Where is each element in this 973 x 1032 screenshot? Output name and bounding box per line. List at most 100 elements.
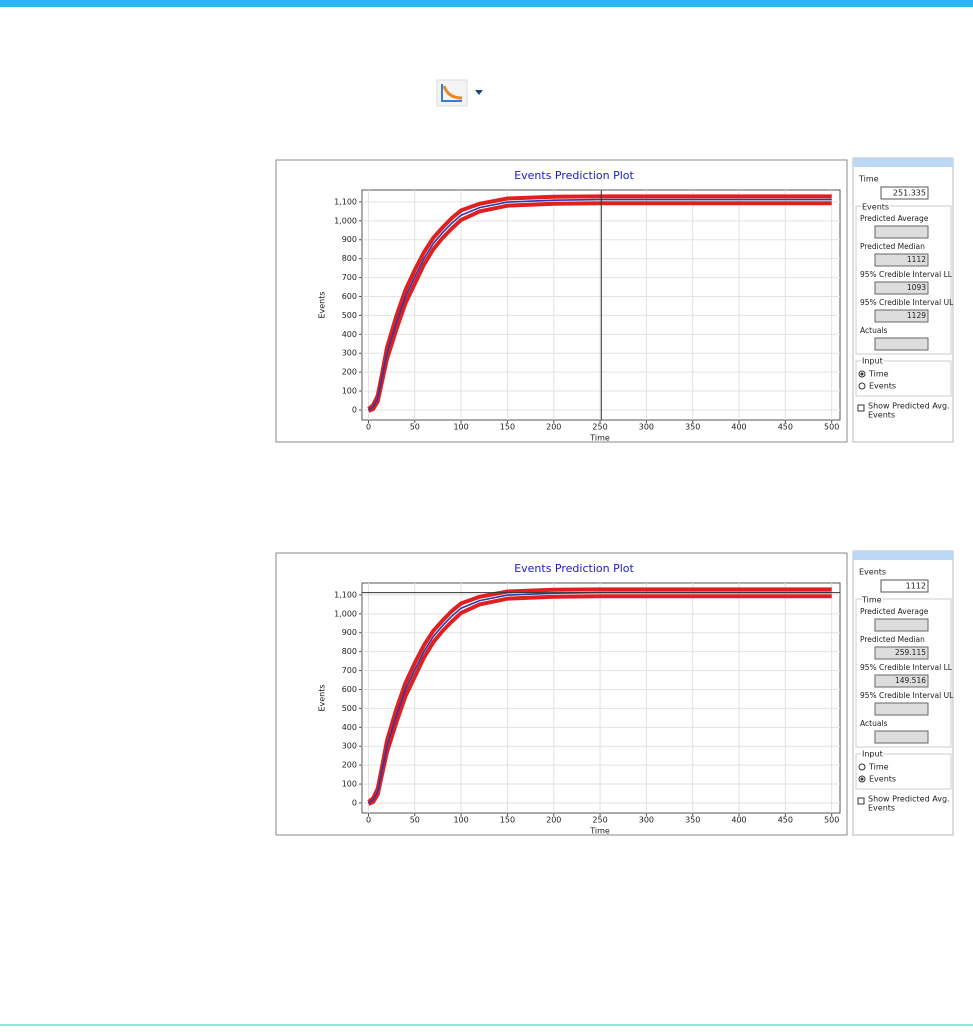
checkbox[interactable] — [857, 797, 865, 805]
series-line — [367, 194, 832, 411]
panel-header — [853, 158, 953, 167]
x-tick-label: 100 — [453, 816, 468, 825]
field-box — [874, 337, 929, 351]
field-value: 259.115 — [895, 648, 926, 657]
group-box — [855, 360, 952, 397]
checkbox[interactable] — [857, 404, 865, 412]
field-box — [874, 309, 929, 323]
field-box — [874, 225, 929, 239]
input-label: Time — [858, 175, 879, 184]
y-tick-label: 200 — [342, 761, 357, 770]
radio-label: Events — [869, 775, 896, 784]
y-tick-label: 400 — [342, 330, 357, 339]
y-tick-label: 600 — [342, 685, 357, 694]
field-label: 95% Credible Interval LL — [860, 270, 953, 279]
y-tick-label: 300 — [342, 349, 357, 358]
x-tick-label: 150 — [500, 423, 515, 432]
y-tick-label: 200 — [342, 368, 357, 377]
input-value: 1112 — [906, 582, 926, 591]
x-tick-label: 300 — [639, 816, 654, 825]
x-tick-label: 500 — [824, 423, 839, 432]
checkbox-label: Show Predicted Avg. — [868, 402, 950, 411]
input-box[interactable] — [880, 186, 929, 200]
y-tick-label: 1,000 — [334, 609, 357, 618]
side-panel — [852, 550, 954, 836]
y-tick-label: 500 — [342, 704, 357, 713]
group-title: Input — [862, 357, 883, 366]
y-tick-label: 100 — [342, 780, 357, 789]
x-tick-label: 50 — [410, 423, 420, 432]
field-box — [874, 281, 929, 295]
side-panel — [852, 157, 954, 443]
plot-type-button[interactable] — [436, 79, 483, 107]
chart-title: Events Prediction Plot — [514, 169, 634, 182]
x-tick-label: 450 — [778, 423, 793, 432]
y-axis-label: Events — [318, 291, 327, 318]
input-label: Events — [859, 568, 886, 577]
x-tick-label: 200 — [546, 423, 561, 432]
panel-header — [853, 551, 953, 560]
y-tick-label: 100 — [342, 387, 357, 396]
field-label: Predicted Median — [860, 242, 925, 251]
y-tick-label: 0 — [352, 798, 357, 807]
x-tick-label: 50 — [410, 816, 420, 825]
field-label: Actuals — [860, 719, 887, 728]
x-tick-label: 450 — [778, 816, 793, 825]
radio-label: Time — [868, 763, 889, 772]
group-title: Time — [861, 596, 882, 605]
group-box — [855, 598, 952, 748]
group-box — [855, 205, 952, 355]
field-box — [874, 730, 929, 744]
input-value: 251.335 — [893, 189, 926, 198]
radio-label: Events — [869, 382, 896, 391]
radio-dot — [860, 372, 864, 376]
radio-label: Time — [868, 370, 889, 379]
field-box — [874, 674, 929, 688]
field-box — [874, 702, 929, 716]
field-label: 95% Credible Interval UL — [860, 298, 954, 307]
top-bar — [0, 0, 973, 7]
group-title: Events — [862, 203, 889, 212]
y-tick-label: 1,000 — [334, 216, 357, 225]
field-value: 149.516 — [895, 676, 926, 685]
x-axis-label: Time — [589, 827, 610, 836]
series-line — [367, 587, 832, 804]
x-tick-label: 250 — [592, 816, 607, 825]
field-label: Actuals — [860, 326, 887, 335]
field-label: Predicted Average — [860, 214, 929, 223]
x-tick-label: 150 — [500, 816, 515, 825]
plot-area — [361, 582, 841, 814]
radio-button[interactable] — [858, 763, 866, 771]
y-tick-label: 800 — [342, 647, 357, 656]
y-tick-label: 1,100 — [334, 590, 357, 599]
y-tick-label: 900 — [342, 628, 357, 637]
field-box — [874, 646, 929, 660]
y-tick-label: 0 — [352, 405, 357, 414]
input-box[interactable] — [880, 579, 929, 593]
x-tick-label: 500 — [824, 816, 839, 825]
x-axis-label: Time — [589, 434, 610, 443]
field-box — [874, 618, 929, 632]
x-tick-label: 200 — [546, 816, 561, 825]
field-value: 1093 — [907, 283, 926, 292]
x-tick-label: 400 — [731, 423, 746, 432]
x-tick-label: 0 — [366, 816, 371, 825]
chart-title: Events Prediction Plot — [514, 562, 634, 575]
x-tick-label: 300 — [639, 423, 654, 432]
radio-dot — [860, 777, 864, 781]
radio-button[interactable] — [858, 382, 866, 390]
y-tick-label: 1,100 — [334, 197, 357, 206]
x-tick-label: 100 — [453, 423, 468, 432]
field-label: 95% Credible Interval UL — [860, 691, 954, 700]
y-tick-label: 900 — [342, 235, 357, 244]
y-tick-label: 700 — [342, 273, 357, 282]
group-box — [855, 753, 952, 790]
group-title: Input — [862, 750, 883, 759]
x-tick-label: 250 — [592, 423, 607, 432]
x-tick-label: 350 — [685, 816, 700, 825]
y-axis-label: Events — [318, 684, 327, 711]
field-value: 1112 — [907, 255, 926, 264]
field-box — [874, 253, 929, 267]
field-value: 1129 — [907, 311, 926, 320]
